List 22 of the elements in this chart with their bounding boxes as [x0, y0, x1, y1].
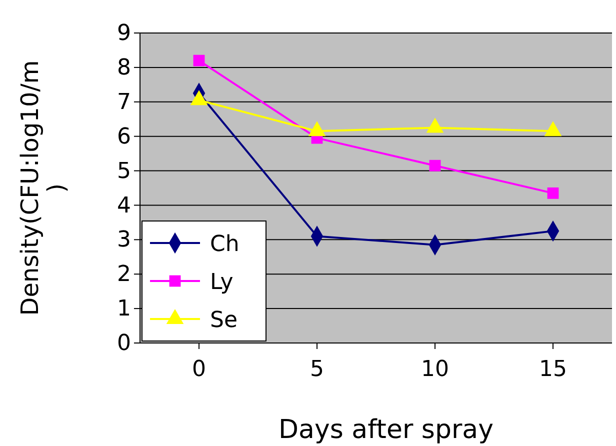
- point: [547, 187, 559, 199]
- point: [429, 160, 441, 172]
- y-tick-label: 4: [117, 193, 131, 218]
- y-tick-label: 0: [117, 331, 131, 356]
- y-tick-label: 5: [117, 158, 131, 184]
- point: [193, 54, 205, 66]
- legend-label: Ly: [210, 270, 234, 295]
- x-tick-label: 10: [421, 357, 449, 382]
- x-axis-title: Days after spray: [278, 415, 494, 445]
- x-tick-label: 5: [310, 357, 324, 382]
- legend-label: Se: [210, 308, 238, 333]
- y-tick-label: 7: [117, 90, 131, 115]
- x-tick-label: 0: [192, 357, 206, 382]
- y-tick-label: 8: [117, 55, 131, 80]
- y-tick-label: 6: [117, 124, 131, 150]
- y-tick-label: 2: [117, 262, 131, 288]
- y-axis-title: Density(CFU:log10/m ): [16, 60, 70, 316]
- x-tick-label: 15: [539, 357, 567, 382]
- y-tick-label: 3: [117, 228, 131, 253]
- legend-label: Ch: [210, 232, 240, 257]
- y-tick-label: 9: [117, 21, 131, 46]
- y-tick-label: 1: [117, 296, 131, 322]
